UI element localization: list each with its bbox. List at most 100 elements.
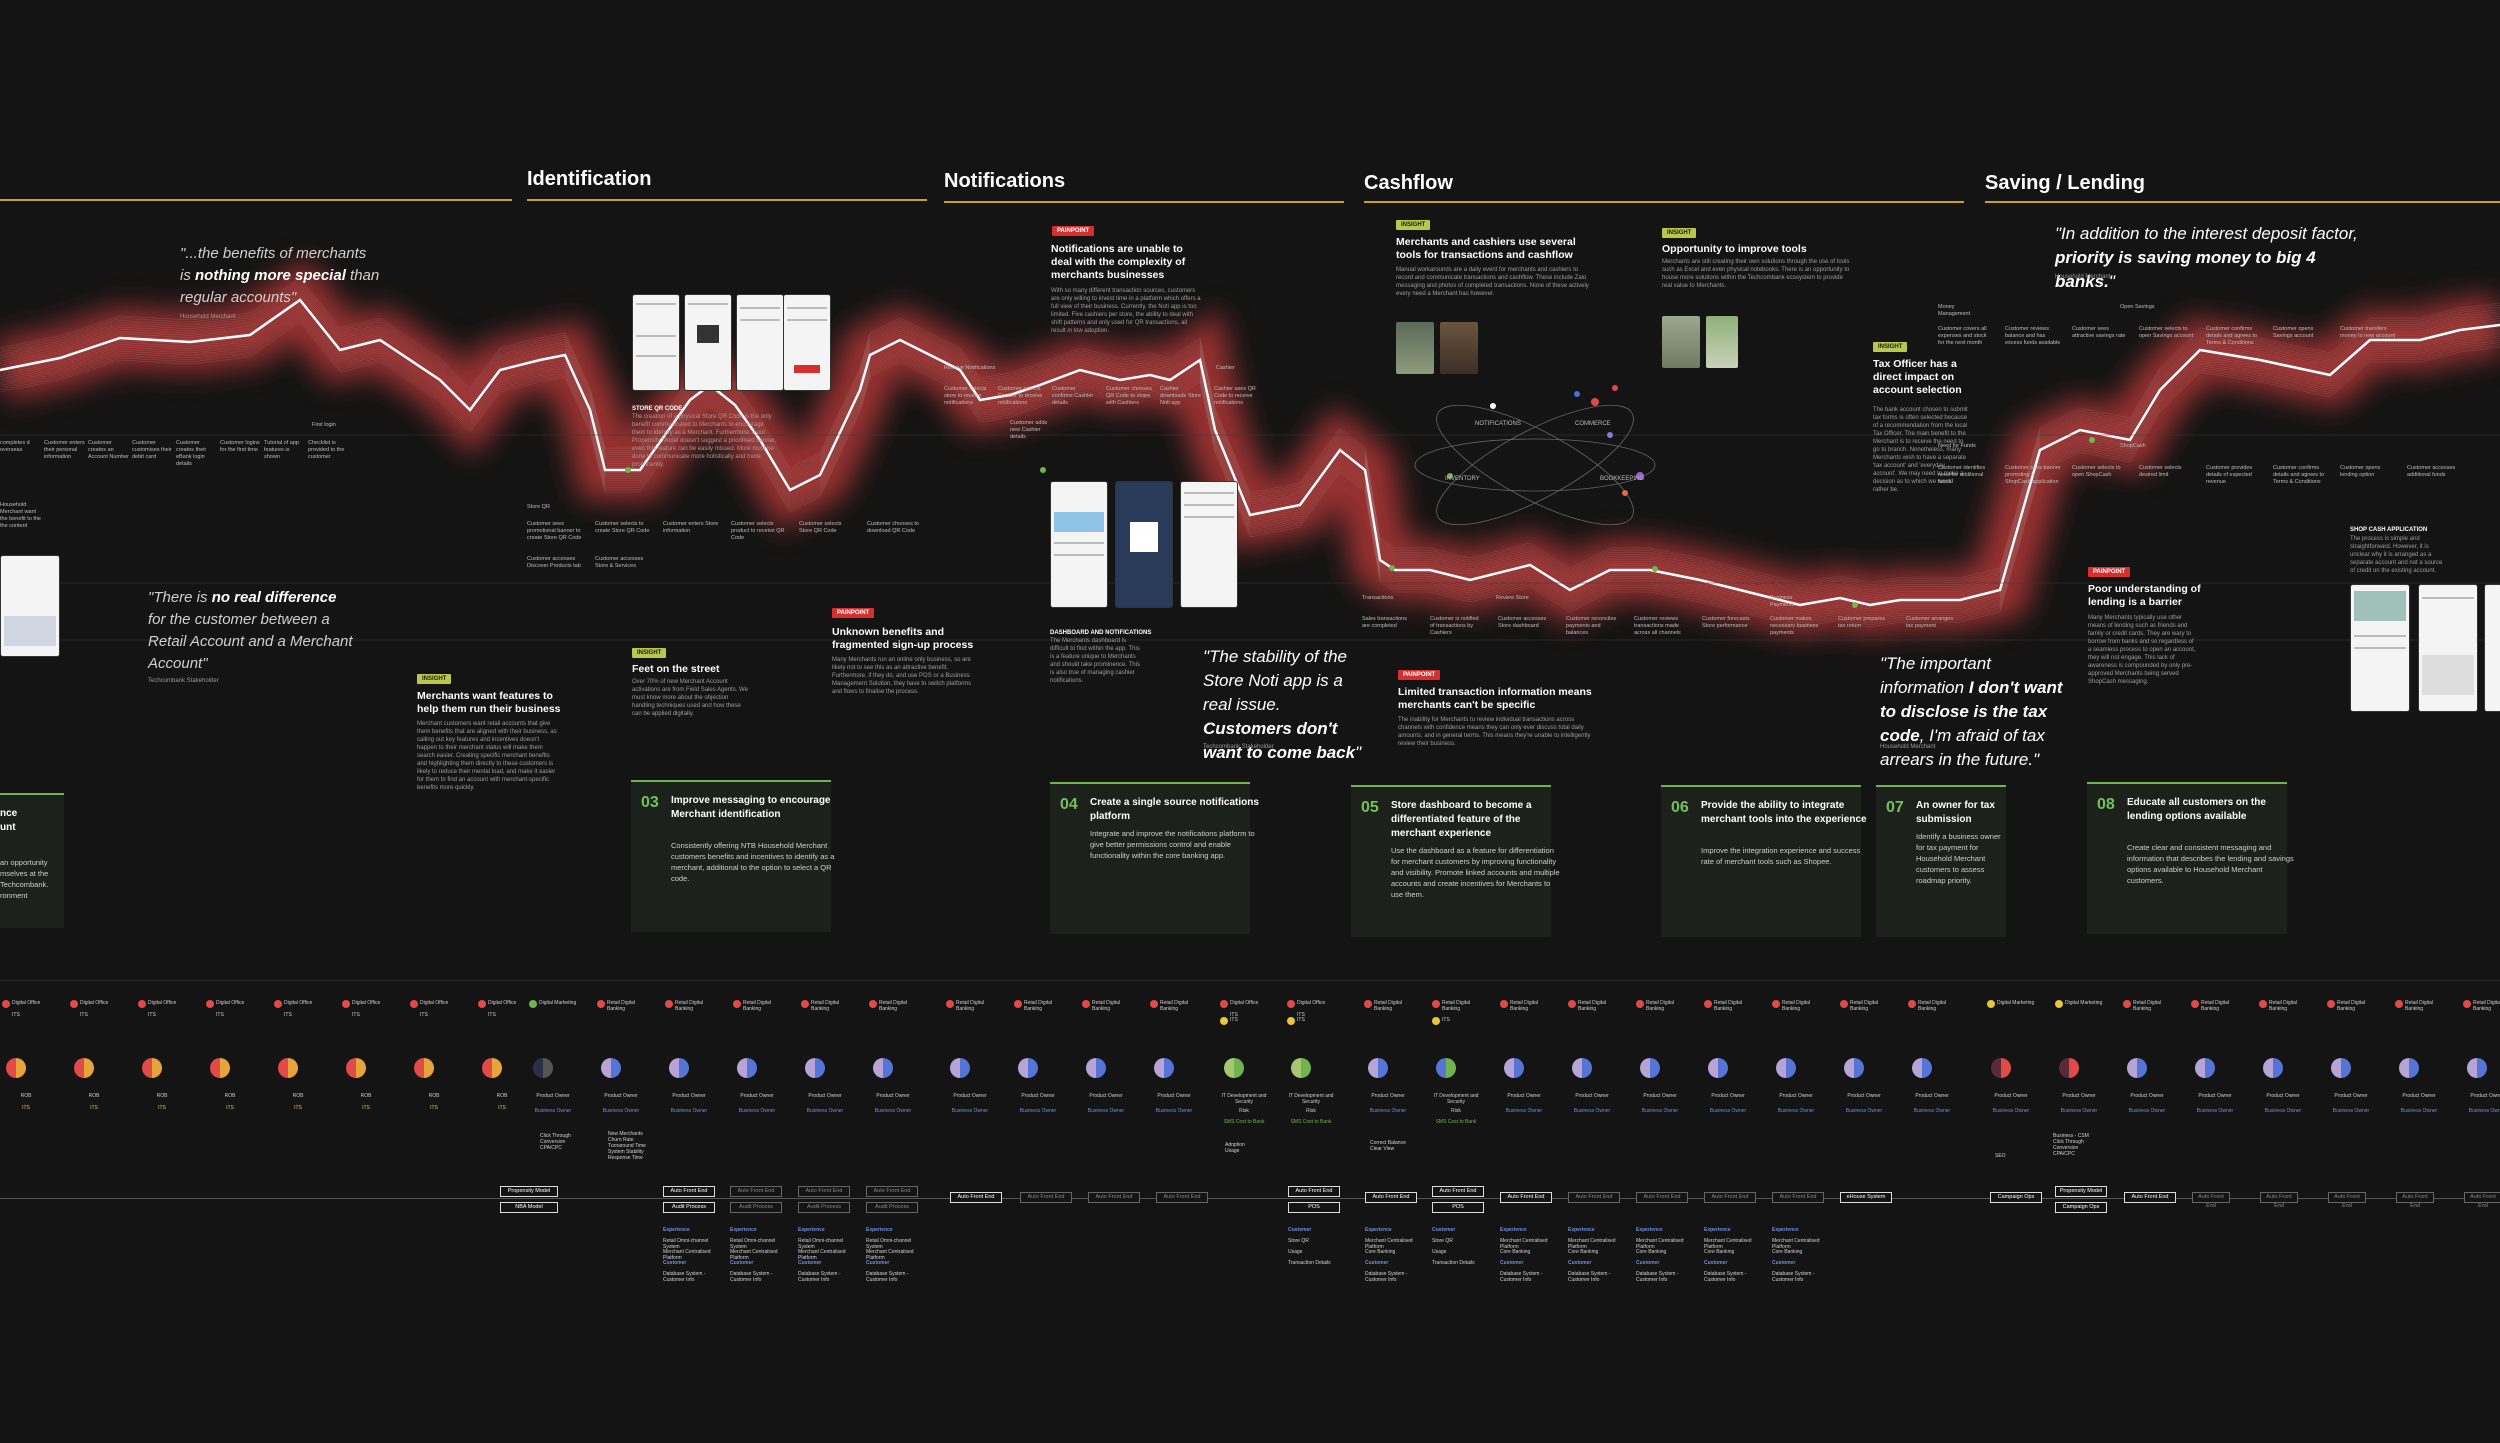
system-box: Auto Front End [950, 1192, 1002, 1203]
phone-screen-store-qr-1 [632, 294, 680, 391]
role-sub-label: ITS [498, 1105, 506, 1111]
owner-label: Retail Digital Banking [1092, 1000, 1121, 1012]
ownership-pie [1912, 1058, 1932, 1078]
photo-tools-1 [1662, 316, 1700, 368]
journey-step: Customer accesses Store & Services [595, 556, 644, 569]
owner-label: Digital Marketing [539, 1000, 577, 1006]
system-box: Auto Front End [798, 1186, 850, 1197]
card-heading: Provide the ability to integrate merchan… [1701, 800, 1867, 825]
owner-label: Digital Office [352, 1000, 381, 1006]
owner-label: Retail Digital Banking [2133, 1000, 2162, 1012]
stack-item: Customer [798, 1260, 822, 1266]
ownership-pie [6, 1058, 26, 1078]
role-sub-label: Risk [1451, 1108, 1461, 1114]
role-label: Product Owner [876, 1093, 910, 1099]
owner-sub-label: ITS [488, 1012, 496, 1018]
system-box: Auto Front End [1704, 1192, 1756, 1203]
role-sub-label: ITS [430, 1105, 438, 1111]
journey-step: Checklist is provided to the customer [308, 440, 345, 460]
journey-step: Transactions [1362, 595, 1394, 601]
metric-list: New Merchants Churn Rate Turnaround Time… [608, 1131, 646, 1161]
ownership-pie [2127, 1058, 2147, 1078]
stack-item: Core Banking [1500, 1249, 1531, 1255]
ownership-pie [1436, 1058, 1456, 1078]
role-sub-label: Business Owner [1845, 1108, 1883, 1114]
role-label: Product Owner [2062, 1093, 2096, 1099]
journey-step: Receive Notifications [944, 365, 996, 371]
owner-label: Digital Office [420, 1000, 449, 1006]
owner-sub-label: ITS [148, 1012, 156, 1018]
owner-dot [2123, 1000, 2131, 1008]
role-sub-label: Business Owner [1992, 1108, 2030, 1114]
system-box: Auto Front End [663, 1186, 715, 1197]
stack-item: Transaction Details [1432, 1260, 1475, 1266]
journey-step: Cashier uses QR Code to receive notifica… [1214, 386, 1256, 406]
stack-item: Core Banking [1636, 1249, 1667, 1255]
journey-step: Customer chooses to download QR Code [867, 521, 919, 534]
ownership-pie [1504, 1058, 1524, 1078]
system-box: Auto Front End [2464, 1192, 2500, 1209]
journey-step: Cashier downloads Store Noti app [1160, 386, 1201, 406]
quote-stability-attribution: Techcombank Stakeholder [1203, 744, 1274, 750]
system-box: POS [1288, 1202, 1340, 1213]
role-label: Product Owner [1711, 1093, 1745, 1099]
journey-step: Customer provides details of expected re… [2206, 465, 2253, 485]
owner-sub-label: ITS [216, 1012, 224, 1018]
insight-tag-3: INSIGHT [1396, 220, 1431, 230]
note-improve-tools-body: Merchants are still creating their own s… [1662, 259, 1850, 289]
stack-item: Merchant Centralised Platform [866, 1249, 914, 1261]
ecosystem-label-commerce: COMMERCE [1575, 421, 1611, 427]
ownership-pie [1776, 1058, 1796, 1078]
card-body: Use the dashboard as a feature for diffe… [1391, 846, 1560, 899]
system-box: Propensity Model [500, 1186, 558, 1197]
owner-dot [1500, 1000, 1508, 1008]
role-label: ROB [360, 1093, 372, 1099]
quote-tax-code-attribution: Household Merchant [1880, 744, 1936, 750]
photo-tools-2 [1706, 316, 1738, 368]
owner-dot [2055, 1000, 2063, 1008]
role-sub-label: Business Owner [1573, 1108, 1611, 1114]
owner-label: Retail Digital Banking [675, 1000, 704, 1012]
owner-dot [1150, 1000, 1158, 1008]
opportunity-card-06: 06 Provide the ability to integrate merch… [1661, 785, 1867, 937]
role-label: Product Owner [2334, 1093, 2368, 1099]
stack-item: Customer [1365, 1260, 1389, 1266]
role-sub-label-2: SMS Cost to Bank [1223, 1119, 1265, 1125]
role-label: Product Owner [1089, 1093, 1123, 1099]
system-box: Auto Front End [1020, 1192, 1072, 1203]
journey-step: Customer makes necessary business paymen… [1770, 616, 1819, 636]
stack-item: Retail Omni-channel System [730, 1238, 776, 1250]
role-sub-label: Business Owner [534, 1108, 572, 1114]
role-sub-label: Risk [1306, 1108, 1316, 1114]
owner-dot [138, 1000, 146, 1008]
section-title-notifications: Notifications [944, 170, 1066, 192]
painpoint-tag-3: PAINPOINT [1398, 670, 1441, 680]
owner-dot [801, 1000, 809, 1008]
metric-list: Click Through Conversion CPA/CPC [540, 1133, 571, 1151]
journey-step: Customer creates their eBank login detai… [176, 440, 207, 467]
role-sub-label-2: SMS Cost to Bank [1290, 1119, 1332, 1125]
role-sub-label: Business Owner [1777, 1108, 1815, 1114]
ownership-pie [482, 1058, 502, 1078]
journey-step: Store QR [527, 504, 550, 510]
system-box: Auto Front End [1365, 1192, 1417, 1203]
journey-step: Customer confirms details and agrees to … [2206, 326, 2258, 346]
note-unknown-benefits-heading: Unknown benefits and fragmented sign-up … [832, 626, 974, 651]
role-label: Product Owner [808, 1093, 842, 1099]
stack-item: Core Banking [1772, 1249, 1803, 1255]
journey-step: Customer identifies need for additional … [1938, 465, 1986, 485]
stack-item: Merchant Centralised Platform [1500, 1238, 1548, 1250]
owner-label: Digital Office [12, 1000, 41, 1006]
stack-item: Experience [1636, 1227, 1663, 1233]
role-label: Product Owner [1779, 1093, 1813, 1099]
insight-tag-2: INSIGHT [632, 648, 667, 658]
owner-label: Retail Digital Banking [1442, 1000, 1471, 1012]
owner-label: Retail Digital Banking [1160, 1000, 1189, 1012]
card-heading: Educate all customers on the lending opt… [2127, 797, 2266, 822]
owner-label: Digital Marketing [2065, 1000, 2103, 1006]
owner-label: Retail Digital Banking [2405, 1000, 2434, 1012]
card-number: 03 [641, 794, 659, 811]
owner-label: Retail Digital Banking [2337, 1000, 2366, 1012]
owner-dot [733, 1000, 741, 1008]
owner-label: Digital Office [1230, 1000, 1259, 1006]
